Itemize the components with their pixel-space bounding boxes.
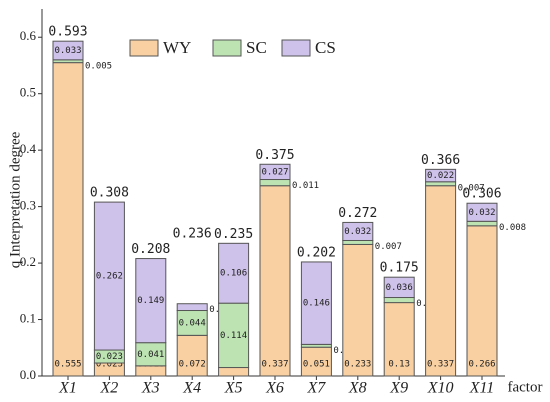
bar-segment xyxy=(425,168,457,183)
bar-segment xyxy=(383,297,415,304)
total-label: 0.375 xyxy=(255,148,294,163)
value-label: 0.555 xyxy=(54,360,81,370)
x-tick-label: X11 xyxy=(469,380,495,397)
bar-segment xyxy=(425,185,457,377)
x-tick-label: X3 xyxy=(141,380,160,397)
value-label: 0.337 xyxy=(427,360,454,370)
legend-label: SC xyxy=(246,38,267,57)
total-label: 0.308 xyxy=(90,186,129,201)
x-tick-label: X6 xyxy=(265,380,284,397)
bar-segment xyxy=(93,201,125,351)
total-label: 0.306 xyxy=(462,187,501,202)
bar-segment xyxy=(466,220,498,227)
value-label: 0.041 xyxy=(137,350,164,360)
y-tick-label: 0.4 xyxy=(20,141,37,156)
value-label: 0.005 xyxy=(85,61,112,71)
bar-segment xyxy=(218,242,250,304)
value-label: 0.033 xyxy=(54,46,81,56)
bar-segment xyxy=(52,40,84,61)
x-tick-label: X9 xyxy=(389,380,408,397)
bar-segment xyxy=(300,346,332,377)
bar-segment xyxy=(218,302,250,369)
bar-segment xyxy=(52,62,84,377)
bar-segment xyxy=(176,303,208,312)
x-tick-label: X10 xyxy=(427,380,454,397)
bar-segment xyxy=(176,334,208,377)
value-label: 0.032 xyxy=(344,227,371,237)
total-label: 0.236 xyxy=(173,226,212,241)
x-axis-label: factor xyxy=(508,379,543,395)
x-tick-label: X4 xyxy=(182,380,201,397)
value-label: 0.266 xyxy=(468,360,495,370)
total-label: 0.366 xyxy=(421,153,460,168)
value-label: 0.13 xyxy=(388,360,410,370)
value-label: 0.032 xyxy=(468,208,495,218)
y-axis-label: q Interpretation degree xyxy=(7,131,23,268)
total-label: 0.593 xyxy=(48,25,87,40)
x-tick-label: X1 xyxy=(58,380,77,397)
total-label: 0.208 xyxy=(131,242,170,257)
value-label: 0.262 xyxy=(96,272,123,282)
value-label: 0.337 xyxy=(261,360,288,370)
value-label: 0.044 xyxy=(179,318,206,328)
bar-segment xyxy=(425,181,457,187)
value-label: 0.146 xyxy=(303,299,330,309)
x-tick-label: X5 xyxy=(224,380,243,397)
bar-segment xyxy=(259,163,291,181)
y-tick-label: 0.3 xyxy=(20,198,36,213)
value-label: 0.106 xyxy=(220,269,247,279)
y-tick-label: 0.1 xyxy=(20,311,36,326)
total-label: 0.202 xyxy=(297,245,336,260)
value-label: 0.114 xyxy=(220,331,247,341)
bar-segment xyxy=(466,225,498,377)
bar-segment xyxy=(466,202,498,222)
value-label: 0.233 xyxy=(344,360,371,370)
value-label: 0.023 xyxy=(96,352,123,362)
value-label: 0.036 xyxy=(386,283,413,293)
legend-label: WY xyxy=(163,38,191,57)
y-tick-label: 0.5 xyxy=(20,85,36,100)
total-label: 0.272 xyxy=(338,206,377,221)
legend-swatch xyxy=(212,39,242,57)
bar-segment xyxy=(342,239,374,245)
x-tick-label: X8 xyxy=(348,380,367,397)
legend-swatch xyxy=(281,39,311,57)
legend-swatch xyxy=(129,39,159,57)
bar-segment xyxy=(342,243,374,377)
value-label: 0.022 xyxy=(427,171,454,181)
y-tick-label: 0.2 xyxy=(20,254,36,269)
bar-segment xyxy=(259,185,291,377)
value-label: 0.008 xyxy=(499,223,526,233)
value-label: 0.007 xyxy=(458,183,485,193)
bar-segment xyxy=(383,276,415,299)
bar-segment xyxy=(135,258,167,344)
y-tick-label: 0.6 xyxy=(20,28,37,43)
y-tick-label: 0.0 xyxy=(20,367,36,382)
x-tick-label: X7 xyxy=(307,380,327,397)
value-label: 0.027 xyxy=(261,167,288,177)
value-label: 0.011 xyxy=(292,181,319,191)
value-label: 0.051 xyxy=(303,360,330,370)
value-label: 0.023 xyxy=(96,360,123,370)
value-label: 0.072 xyxy=(179,360,206,370)
legend-label: CS xyxy=(315,38,336,57)
total-label: 0.175 xyxy=(380,261,419,276)
bar-segment xyxy=(300,261,332,345)
bar-segment xyxy=(383,302,415,377)
value-label: 0.007 xyxy=(375,242,402,252)
value-label: 0.149 xyxy=(137,296,164,306)
x-tick-label: X2 xyxy=(100,380,119,397)
bar-segment xyxy=(342,221,374,241)
bar-segment xyxy=(259,179,291,187)
bar-segment xyxy=(176,310,208,336)
total-label: 0.235 xyxy=(214,227,253,242)
